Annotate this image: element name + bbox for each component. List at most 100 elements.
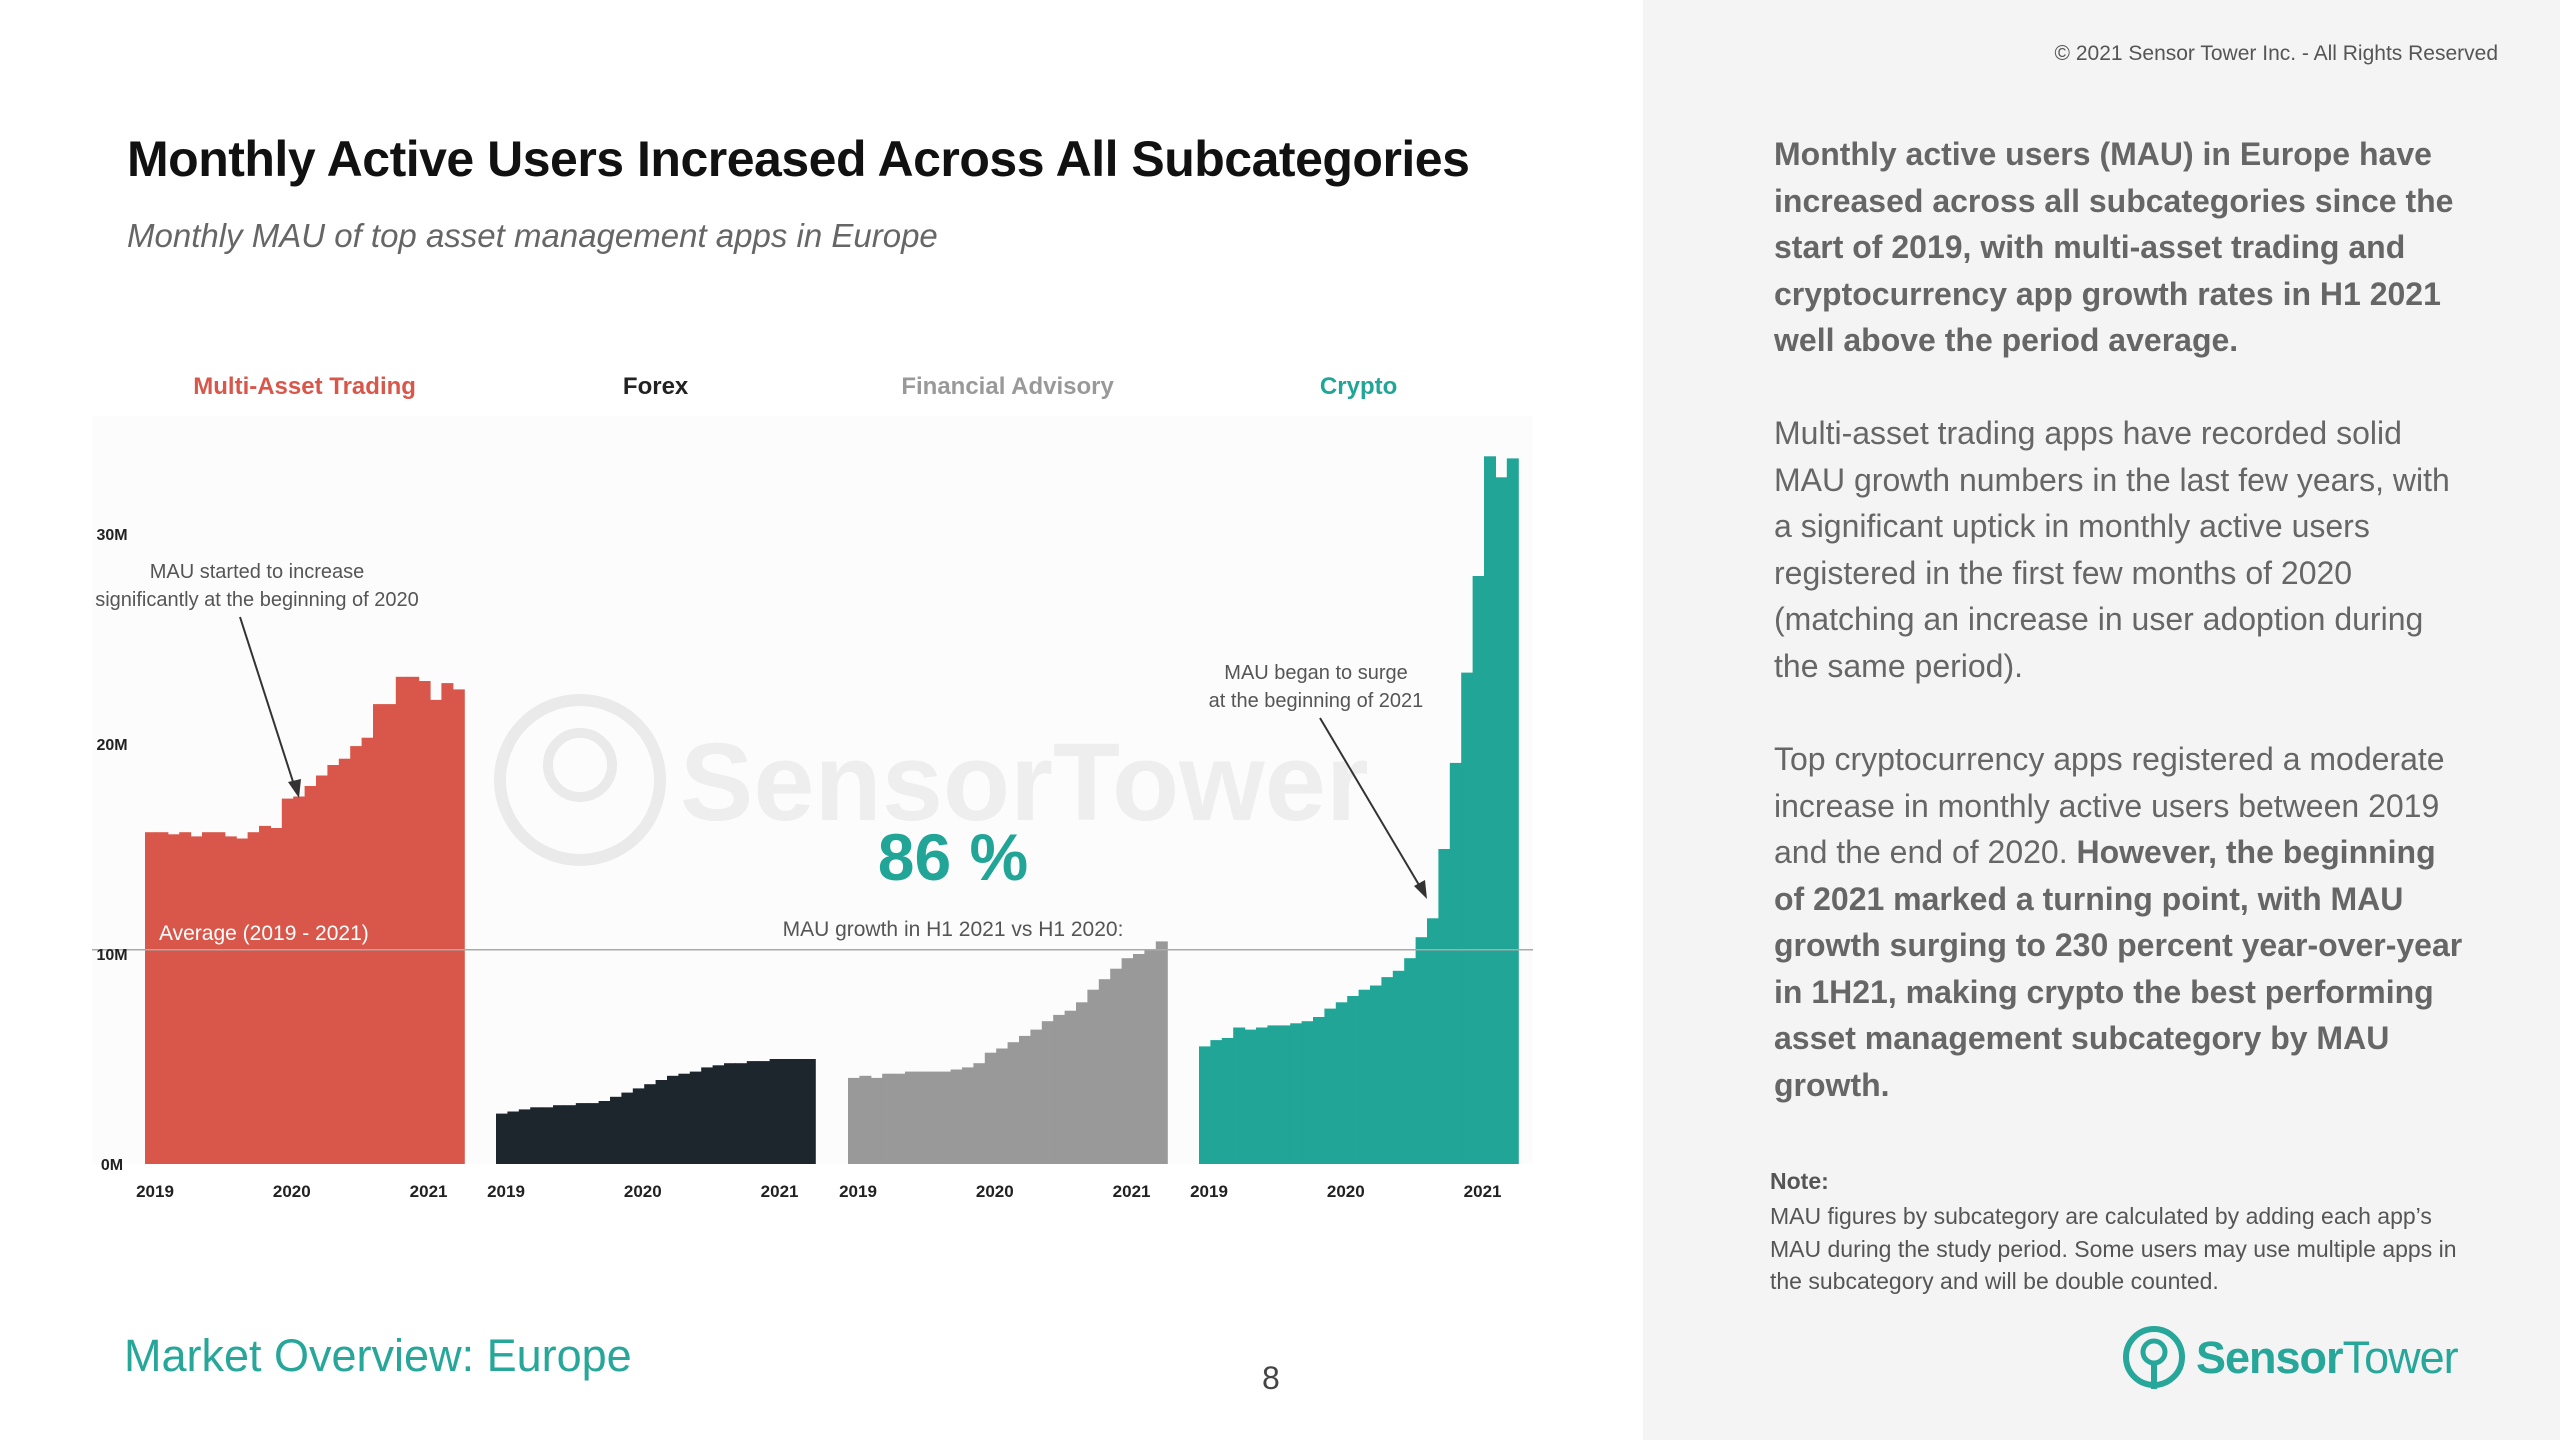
- panel-label-financial-advisory: Financial Advisory: [901, 373, 1114, 400]
- bar-crypto-27: [1506, 458, 1519, 1164]
- bar-crypto-7: [1278, 1025, 1291, 1164]
- bar-financial-advisory-13: [996, 1048, 1009, 1164]
- bar-forex-27: [803, 1059, 816, 1164]
- bar-financial-advisory-12: [984, 1052, 997, 1164]
- bar-financial-advisory-20: [1076, 1002, 1088, 1164]
- bar-crypto-21: [1438, 849, 1451, 1164]
- bar-crypto-17: [1392, 970, 1405, 1164]
- multi-asset-paragraph: Multi-asset trading apps have recorded s…: [1774, 415, 2450, 684]
- bar-forex-13: [644, 1084, 657, 1164]
- bar-multi-asset-trading-4: [190, 836, 203, 1164]
- x-tick-label: 2019: [1190, 1182, 1228, 1201]
- bar-crypto-16: [1381, 977, 1394, 1164]
- annotation-crypto-arrowhead: [1414, 880, 1427, 899]
- watermark-ring: [494, 694, 666, 866]
- bar-multi-asset-trading-16: [327, 765, 340, 1164]
- bar-forex-16: [678, 1073, 691, 1164]
- x-tick-label: 2021: [761, 1182, 799, 1201]
- logo-wordmark-light: Tower: [2342, 1332, 2459, 1383]
- y-tick-label: 10M: [96, 947, 127, 964]
- crypto-paragraph: Top cryptocurrency apps registered a mod…: [1774, 736, 2474, 1108]
- bar-forex-10: [610, 1096, 622, 1164]
- note-title: Note:: [1770, 1168, 1829, 1194]
- bar-forex-22: [746, 1061, 759, 1164]
- bar-financial-advisory-7: [927, 1071, 940, 1164]
- bar-financial-advisory-26: [1144, 949, 1157, 1164]
- bar-crypto-6: [1267, 1025, 1280, 1164]
- bar-multi-asset-trading-0: [145, 832, 157, 1164]
- bar-financial-advisory-6: [916, 1071, 929, 1164]
- bar-crypto-11: [1324, 1008, 1337, 1164]
- x-tick-label: 2021: [1464, 1182, 1502, 1201]
- bar-multi-asset-trading-26: [441, 683, 454, 1164]
- bar-crypto-12: [1335, 1002, 1348, 1164]
- x-tick-label: 2020: [1327, 1182, 1365, 1201]
- bar-financial-advisory-19: [1064, 1010, 1077, 1164]
- bar-multi-asset-trading-21: [384, 704, 397, 1164]
- annotation-multi-asset-arrow: [239, 616, 296, 789]
- growth-highlight-label: MAU growth in H1 2021 vs H1 2020:: [783, 918, 1124, 941]
- bar-crypto-14: [1358, 989, 1371, 1164]
- bar-crypto-8: [1290, 1023, 1303, 1164]
- logo-wordmark-bold: Sensor: [2196, 1332, 2344, 1383]
- page-subtitle: Monthly MAU of top asset management apps…: [127, 217, 938, 254]
- bar-crypto-5: [1256, 1027, 1268, 1164]
- bar-crypto-20: [1427, 918, 1439, 1164]
- y-tick-label: 30M: [96, 527, 127, 544]
- bar-crypto-15: [1370, 985, 1382, 1164]
- bar-crypto-4: [1244, 1029, 1257, 1164]
- bar-crypto-3: [1233, 1027, 1246, 1164]
- commentary-panel: [1643, 0, 2560, 1440]
- bar-multi-asset-trading-5: [202, 832, 214, 1164]
- bar-financial-advisory-10: [962, 1067, 974, 1164]
- note-body: MAU figures by subcategory are calculate…: [1770, 1203, 2457, 1294]
- bar-multi-asset-trading-14: [304, 786, 317, 1164]
- annotation-multi-asset-arrowhead: [288, 779, 301, 798]
- bar-multi-asset-trading-2: [167, 834, 180, 1164]
- bar-forex-8: [587, 1103, 600, 1164]
- bar-financial-advisory-1: [859, 1075, 872, 1164]
- bar-multi-asset-trading-12: [281, 798, 294, 1164]
- x-tick-label: 2019: [136, 1182, 174, 1201]
- x-tick-label: 2020: [624, 1182, 662, 1201]
- average-line-label: Average (2019 - 2021): [159, 922, 369, 945]
- bar-financial-advisory-4: [893, 1073, 906, 1164]
- logo-wordmark: SensorTower: [2196, 1332, 2459, 1384]
- panel-label-forex: Forex: [623, 373, 689, 400]
- bar-crypto-22: [1449, 762, 1462, 1164]
- bar-financial-advisory-9: [950, 1069, 963, 1164]
- bar-multi-asset-trading-23: [407, 676, 420, 1164]
- bar-forex-25: [781, 1059, 793, 1164]
- bar-forex-11: [621, 1092, 634, 1164]
- bar-multi-asset-trading-18: [350, 746, 363, 1164]
- bar-financial-advisory-0: [848, 1077, 860, 1164]
- bar-multi-asset-trading-11: [270, 828, 283, 1164]
- watermark-logo: [494, 694, 666, 866]
- sensor-tower-logo-icon: [2123, 1326, 2185, 1389]
- watermark-dot: [543, 728, 617, 802]
- x-tick-label: 2020: [273, 1182, 311, 1201]
- mau-chart: SensorTower Multi-Asset Trading 2019 2020 20…: [92, 373, 1533, 1201]
- bar-financial-advisory-17: [1041, 1021, 1054, 1164]
- bar-forex-23: [758, 1061, 771, 1164]
- annotation-multi-asset-line2: significantly at the beginning of 2020: [95, 589, 419, 611]
- bar-forex-4: [541, 1107, 554, 1164]
- bar-forex-1: [507, 1111, 520, 1164]
- bar-crypto-10: [1313, 1017, 1325, 1164]
- bar-financial-advisory-21: [1087, 989, 1100, 1164]
- bar-forex-18: [701, 1067, 714, 1164]
- bar-multi-asset-trading-6: [213, 832, 226, 1164]
- bar-forex-19: [712, 1065, 725, 1164]
- bar-forex-7: [575, 1103, 588, 1164]
- x-tick-label: 2019: [839, 1182, 877, 1201]
- bar-multi-asset-trading-15: [316, 775, 328, 1164]
- bar-financial-advisory-24: [1121, 958, 1134, 1164]
- bar-financial-advisory-16: [1030, 1029, 1043, 1164]
- bar-financial-advisory-5: [905, 1071, 917, 1164]
- bar-multi-asset-trading-25: [430, 699, 442, 1164]
- bar-crypto-26: [1495, 477, 1508, 1164]
- bar-multi-asset-trading-10: [259, 825, 271, 1164]
- bar-forex-0: [496, 1113, 508, 1164]
- watermark-text: SensorTower: [680, 721, 1369, 844]
- annotation-crypto-arrow: [1319, 717, 1423, 891]
